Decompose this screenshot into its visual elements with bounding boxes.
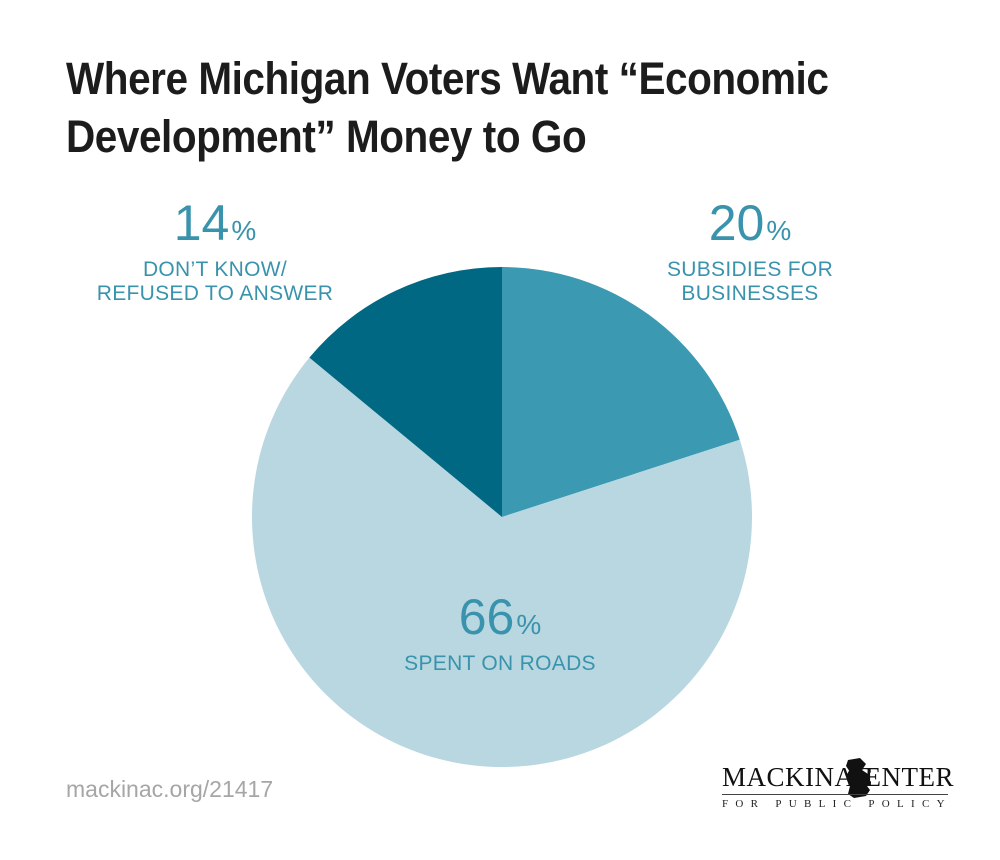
pie-slice-roads <box>251 357 752 768</box>
slice-desc-subsidies-line2: BUSINESSES <box>681 282 819 305</box>
slice-value-roads: 66% <box>458 589 542 645</box>
slice-desc-subsidies-line1: SUBSIDIES FOR <box>666 258 834 281</box>
pie-slices <box>251 267 752 768</box>
slice-value-subsidies: 20% <box>708 195 792 251</box>
slice-desc-dont-know-line2: REFUSED TO ANSWER <box>96 282 334 305</box>
slice-desc-dont-know-line1: DON’T KNOW/ <box>142 258 288 281</box>
source-link[interactable]: mackinac.org/21417 <box>66 776 274 802</box>
slice-label-subsidies: 20% SUBSIDIES FOR BUSINESSES <box>615 196 885 306</box>
pie-slice-subsidies <box>502 267 740 517</box>
mackinac-center-logo: MACKINAC CENTER FOR PUBLIC POLICY <box>722 758 954 822</box>
slice-desc-roads-line1: SPENT ON ROADS <box>404 652 596 675</box>
slice-label-dont-know: 14% DON’T KNOW/ REFUSED TO ANSWER <box>60 196 370 306</box>
slice-value-dont-know: 14% <box>173 195 257 251</box>
michigan-mitten-icon <box>846 758 870 798</box>
pie-slice-dont-know <box>309 267 502 517</box>
logo-divider <box>722 794 948 795</box>
slice-label-roads: 66% SPENT ON ROADS <box>350 590 650 676</box>
logo-subtitle: FOR PUBLIC POLICY <box>722 798 952 810</box>
logo-word-right: CENTER <box>846 762 954 792</box>
chart-title: Where Michigan Voters Want “Economic Dev… <box>66 53 829 162</box>
